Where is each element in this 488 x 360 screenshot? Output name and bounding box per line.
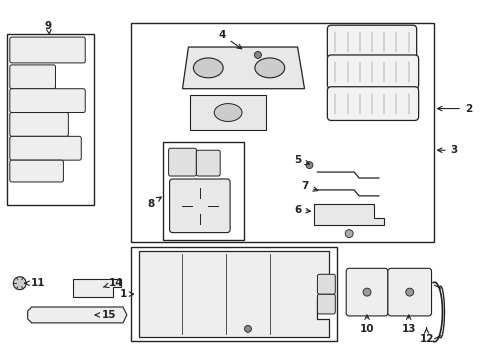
Ellipse shape bbox=[254, 51, 261, 58]
Bar bbox=[163, 142, 244, 239]
FancyBboxPatch shape bbox=[317, 294, 335, 314]
FancyBboxPatch shape bbox=[326, 55, 418, 89]
Bar bbox=[131, 247, 337, 341]
Ellipse shape bbox=[254, 58, 284, 78]
Ellipse shape bbox=[362, 288, 370, 296]
Text: 8: 8 bbox=[147, 197, 161, 209]
Text: 14: 14 bbox=[103, 278, 123, 288]
FancyBboxPatch shape bbox=[10, 113, 68, 136]
Ellipse shape bbox=[244, 325, 251, 332]
FancyBboxPatch shape bbox=[10, 160, 63, 182]
FancyBboxPatch shape bbox=[10, 89, 85, 113]
FancyBboxPatch shape bbox=[387, 268, 431, 316]
Ellipse shape bbox=[193, 58, 223, 78]
FancyBboxPatch shape bbox=[168, 148, 196, 176]
Text: 12: 12 bbox=[419, 328, 433, 344]
Text: 9: 9 bbox=[45, 21, 52, 34]
FancyBboxPatch shape bbox=[317, 274, 335, 294]
Polygon shape bbox=[28, 307, 127, 323]
Polygon shape bbox=[182, 47, 304, 89]
Text: 6: 6 bbox=[293, 205, 310, 215]
Polygon shape bbox=[73, 279, 121, 297]
Text: 2: 2 bbox=[437, 104, 471, 113]
FancyBboxPatch shape bbox=[346, 268, 387, 316]
Text: 15: 15 bbox=[95, 310, 116, 320]
Bar bbox=[7, 34, 94, 205]
Bar bbox=[190, 95, 265, 130]
Text: 10: 10 bbox=[359, 315, 373, 334]
FancyBboxPatch shape bbox=[169, 179, 230, 233]
Text: 13: 13 bbox=[401, 315, 415, 334]
Ellipse shape bbox=[405, 288, 413, 296]
Text: 1: 1 bbox=[119, 289, 133, 299]
Polygon shape bbox=[314, 204, 383, 225]
Ellipse shape bbox=[305, 162, 312, 168]
FancyBboxPatch shape bbox=[10, 37, 85, 63]
Text: 11: 11 bbox=[24, 278, 45, 288]
FancyBboxPatch shape bbox=[326, 87, 418, 121]
FancyBboxPatch shape bbox=[10, 65, 55, 89]
Polygon shape bbox=[139, 251, 328, 337]
Bar bbox=[131, 23, 433, 242]
FancyBboxPatch shape bbox=[326, 25, 416, 59]
Ellipse shape bbox=[345, 230, 352, 238]
Ellipse shape bbox=[13, 277, 26, 290]
Text: 4: 4 bbox=[218, 30, 241, 49]
Text: 5: 5 bbox=[293, 155, 309, 165]
Text: 7: 7 bbox=[300, 181, 317, 191]
Text: 3: 3 bbox=[437, 145, 457, 155]
Ellipse shape bbox=[214, 104, 242, 121]
FancyBboxPatch shape bbox=[196, 150, 220, 176]
FancyBboxPatch shape bbox=[10, 136, 81, 160]
